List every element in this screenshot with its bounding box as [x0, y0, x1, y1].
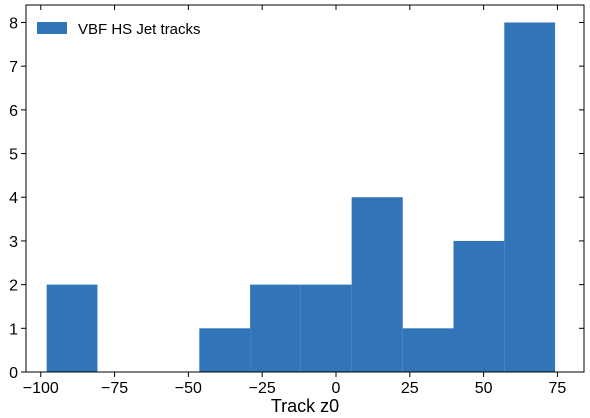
- histogram-bar-6: [351, 197, 403, 372]
- histogram-bar-4: [250, 284, 301, 372]
- x-axis-ticks: −100 −75 −50 −25 0 25 50 75: [23, 5, 567, 397]
- y-tick-label-6: 6: [9, 103, 18, 120]
- x-tick-label-3: −25: [249, 380, 276, 397]
- y-tick-label-8: 8: [9, 15, 18, 32]
- y-tick-label-2: 2: [9, 278, 18, 295]
- y-tick-label-4: 4: [9, 190, 18, 207]
- histogram-bars: [46, 22, 556, 372]
- x-axis-label: Track z0: [271, 396, 339, 416]
- histogram-bar-8: [453, 240, 505, 372]
- histogram-bar-5: [300, 284, 352, 372]
- legend-swatch: [37, 22, 67, 34]
- x-tick-label-7: 75: [549, 380, 567, 397]
- plot-frame: [25, 4, 585, 373]
- x-tick-label-2: −50: [175, 380, 202, 397]
- x-tick-label-0: −100: [23, 380, 59, 397]
- histogram-bar-9: [504, 22, 556, 372]
- histogram-bar-7: [402, 328, 454, 372]
- histogram-bar-0: [46, 284, 98, 372]
- x-tick-label-6: 50: [475, 380, 493, 397]
- y-tick-label-5: 5: [9, 147, 18, 164]
- x-tick-label-5: 25: [401, 380, 419, 397]
- x-tick-label-1: −75: [101, 380, 128, 397]
- y-tick-label-0: 0: [9, 365, 18, 382]
- y-tick-label-7: 7: [9, 59, 18, 76]
- y-axis-ticks: 0 1 2 3 4 5 6 7 8: [9, 15, 584, 382]
- y-tick-label-3: 3: [9, 234, 18, 251]
- legend-label: VBF HS Jet tracks: [78, 21, 201, 38]
- y-tick-label-1: 1: [9, 321, 18, 338]
- histogram-bar-3: [199, 328, 251, 372]
- x-tick-label-4: 0: [332, 380, 341, 397]
- legend: VBF HS Jet tracks: [37, 21, 201, 38]
